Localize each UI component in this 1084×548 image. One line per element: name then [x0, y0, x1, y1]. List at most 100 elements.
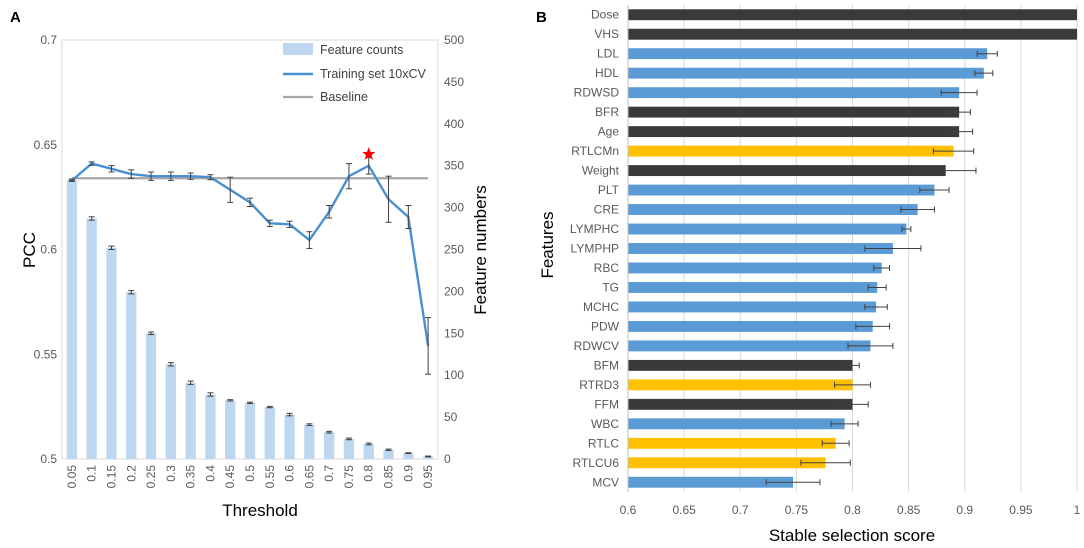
feature-number-tick-label: 300: [444, 201, 464, 215]
feature-label: PLT: [598, 183, 620, 197]
legend-label-feature-counts: Feature counts: [320, 43, 403, 57]
panel-a-chart: 0.5 0.55 0.6 0.65 0.7 0 50 100 150 200 250 300 350 4…: [20, 33, 490, 520]
feature-label: LDL: [597, 47, 619, 61]
feature-count-bar: [66, 179, 78, 460]
feature-number-tick-label: 350: [444, 159, 464, 173]
feature-label: RBC: [594, 261, 620, 275]
feature-score-bar: [628, 340, 871, 352]
feature-score-bar: [628, 126, 960, 138]
threshold-tick-label: 0.25: [144, 465, 158, 489]
feature-count-bar: [264, 407, 275, 459]
threshold-tick-label: 0.65: [302, 465, 316, 489]
feature-number-tick-label: 50: [444, 410, 458, 424]
feature-label: RTLC: [588, 436, 619, 450]
feature-score-bar: [628, 165, 946, 177]
threshold-tick-label: 0.85: [382, 465, 396, 489]
legend-label-baseline: Baseline: [320, 90, 368, 104]
feature-score-bar: [628, 106, 960, 118]
threshold-tick-label: 0.75: [342, 465, 356, 489]
feature-score-bar: [628, 87, 960, 99]
feature-label: BFM: [594, 358, 619, 372]
feature-count-bar: [422, 456, 434, 459]
feature-label: MCHC: [583, 300, 619, 314]
panel-a-plot-area: [61, 39, 439, 460]
feature-label: CRE: [594, 203, 619, 217]
threshold-tick-label: 0.45: [223, 465, 237, 489]
feature-number-tick-label: 100: [444, 368, 464, 382]
feature-label: Weight: [582, 164, 620, 178]
feature-label: RDWCV: [574, 339, 619, 353]
threshold-tick-label: 0.8: [362, 465, 376, 482]
feature-label: RTLCMn: [571, 144, 619, 158]
feature-score-bar: [628, 379, 853, 391]
feature-count-bar: [126, 292, 137, 459]
feature-score-bar: [628, 67, 984, 79]
feature-number-tick-label: 450: [444, 75, 464, 89]
feature-label: RTRD3: [579, 378, 619, 392]
feature-label: WBC: [591, 417, 619, 431]
threshold-axis-ticks: 0.05 0.1 0.15 0.2 0.25 0.3 0.35 0.4 0.45 0.5 0.55 0…: [65, 465, 435, 489]
features-axis-title: Features: [538, 211, 557, 278]
feature-labels: Dose VHS LDL HDL RDWSD BFR Age RTLCMn Weight PLT C…: [570, 8, 620, 490]
feature-label: VHS: [594, 27, 619, 41]
score-axis-ticks: 0.6 0.65 0.7 0.75 0.8 0.85 0.9 0.95 1: [620, 503, 1081, 517]
pcc-axis-title: PCC: [20, 232, 39, 268]
feature-count-bar: [165, 364, 176, 459]
score-tick-label: 0.8: [844, 503, 861, 517]
score-tick-label: 0.9: [956, 503, 973, 517]
feature-score-bar: [628, 359, 853, 371]
feature-count-bar: [244, 402, 256, 459]
feature-score-bar: [628, 398, 853, 410]
feature-label: RTLCU6: [573, 456, 620, 470]
feature-score-bar: [628, 262, 882, 274]
feature-count-bar: [106, 247, 117, 459]
feature-number-axis-ticks: 0 50 100 150 200 250 300 350 400 450 500: [444, 33, 464, 466]
feature-count-bar: [145, 333, 157, 459]
pcc-tick-label: 0.6: [40, 243, 57, 257]
feature-score-bar: [628, 457, 826, 469]
panel-a-legend: Feature counts Training set 10xCV Baseli…: [283, 43, 426, 104]
feature-number-tick-label: 0: [444, 452, 451, 466]
feature-label: LYMPHC: [570, 222, 619, 236]
feature-count-bar: [343, 438, 355, 459]
feature-score-bar: [628, 243, 893, 254]
threshold-tick-label: 0.9: [401, 465, 415, 482]
feature-count-bar: [403, 453, 414, 459]
panel-b-label: B: [536, 9, 547, 26]
panel-a-label: A: [10, 9, 21, 26]
feature-count-bar: [383, 449, 394, 459]
threshold-tick-label: 0.95: [421, 465, 435, 489]
feature-score-bar: [628, 476, 794, 488]
feature-score-bar: [628, 28, 1077, 40]
threshold-tick-label: 0.7: [322, 465, 336, 482]
feature-count-bar: [284, 414, 295, 459]
feature-score-bar: [628, 48, 988, 60]
feature-label: BFR: [595, 105, 619, 119]
feature-numbers-axis-title: Feature numbers: [471, 185, 490, 314]
score-tick-label: 0.75: [785, 503, 809, 517]
feature-count-bar: [324, 432, 335, 459]
feature-score-bar: [628, 301, 877, 313]
pcc-tick-label: 0.65: [34, 138, 58, 152]
feature-number-tick-label: 250: [444, 243, 464, 257]
feature-label: Dose: [591, 8, 619, 22]
feature-score-bars: [628, 9, 1077, 488]
score-tick-label: 0.65: [672, 503, 696, 517]
threshold-tick-label: 0.05: [65, 465, 79, 489]
threshold-tick-label: 0.15: [104, 465, 118, 489]
threshold-tick-label: 0.5: [243, 465, 257, 482]
training-cv-error-bars: [68, 156, 432, 375]
feature-score-bar: [628, 320, 873, 332]
feature-number-tick-label: 150: [444, 326, 464, 340]
threshold-tick-label: 0.35: [184, 465, 198, 489]
best-threshold-star-icon: [362, 147, 376, 160]
pcc-tick-label: 0.7: [40, 33, 57, 47]
legend-label-training-cv: Training set 10xCV: [320, 67, 426, 81]
feature-score-bar: [628, 204, 918, 215]
feature-count-bar: [304, 424, 315, 459]
feature-score-error-bars: [765, 50, 998, 486]
training-cv-line: [71, 162, 430, 347]
feature-count-bars: [66, 179, 434, 460]
threshold-tick-label: 0.3: [164, 465, 178, 482]
feature-label: RDWSD: [574, 86, 620, 100]
